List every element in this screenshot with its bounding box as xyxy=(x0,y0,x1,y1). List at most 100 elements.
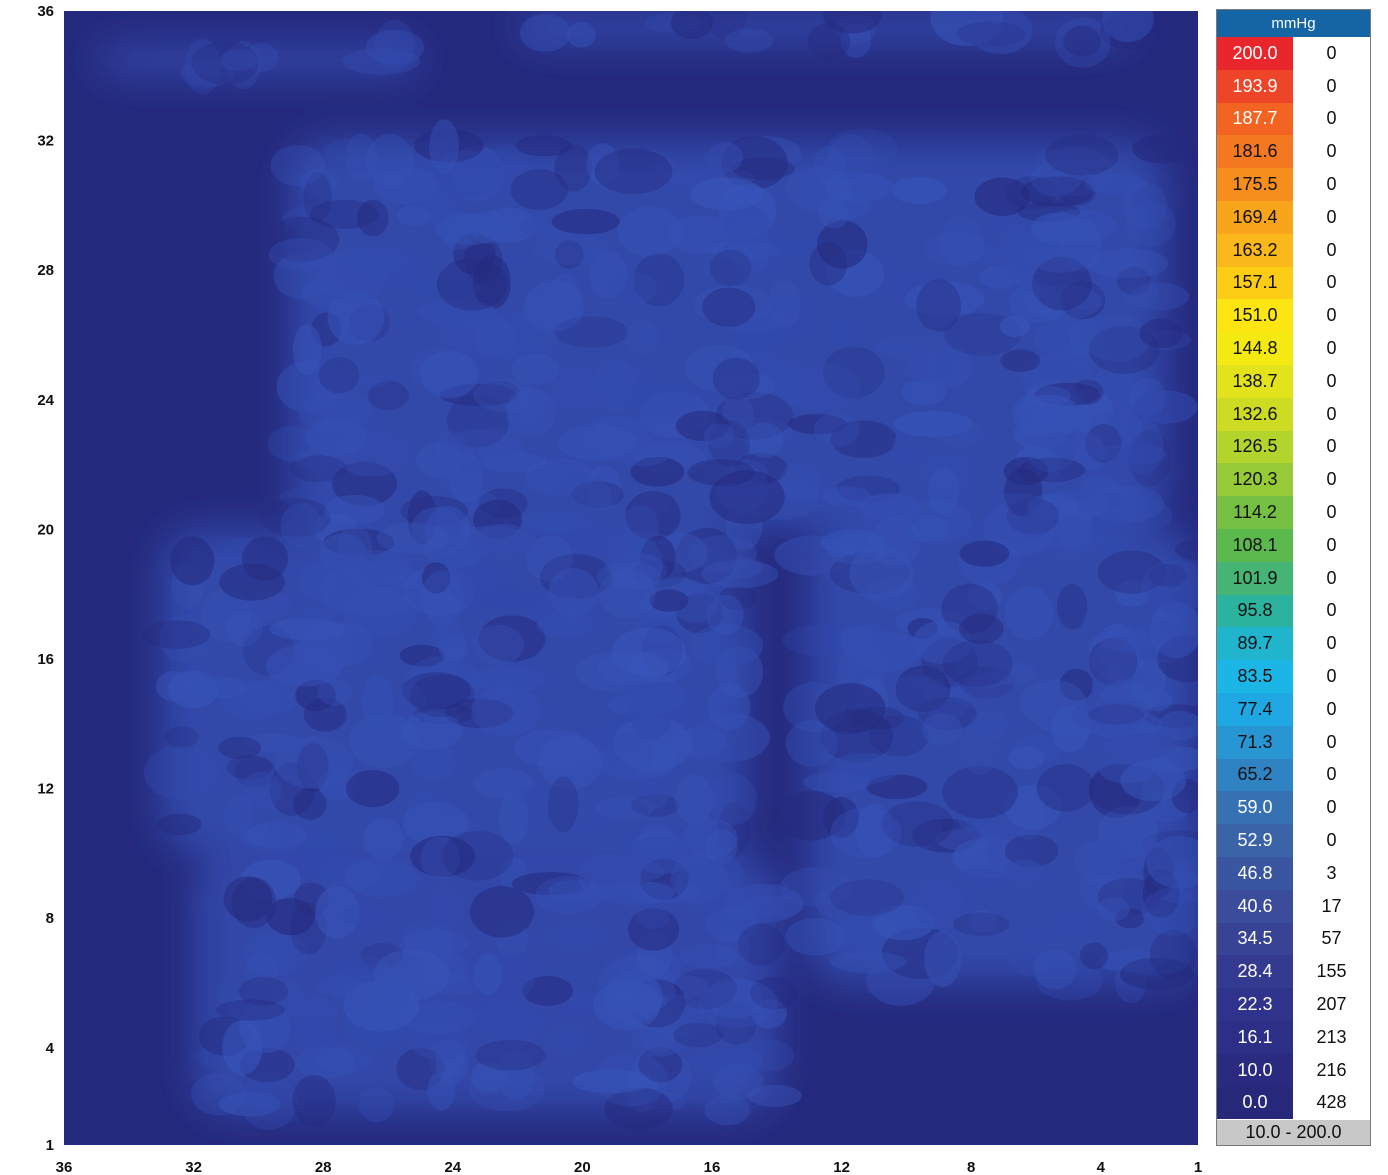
pressure-cell xyxy=(474,317,516,358)
pressure-cell xyxy=(497,1049,535,1101)
pressure-cell xyxy=(640,535,676,581)
pressure-cell xyxy=(295,997,339,1022)
pressure-cell xyxy=(1054,17,1111,68)
pressure-cell xyxy=(1086,485,1165,523)
pressure-cell xyxy=(1033,319,1096,359)
pressure-cell xyxy=(1119,957,1194,990)
pressure-cell xyxy=(469,886,534,938)
pressure-cell xyxy=(447,564,510,605)
pressure-cell xyxy=(399,644,446,667)
pressure-cell xyxy=(225,611,263,647)
pressure-cell xyxy=(274,736,354,789)
pressure-cell xyxy=(702,287,756,327)
x-tick-label: 24 xyxy=(444,1159,461,1175)
pressure-cell xyxy=(1045,134,1119,176)
pressure-cell xyxy=(471,624,525,666)
pressure-cell xyxy=(226,754,273,780)
pressure-cell xyxy=(974,177,1031,216)
pressure-cell xyxy=(410,835,475,877)
legend-value: 120.3 xyxy=(1217,463,1293,497)
pressure-cell xyxy=(689,624,764,667)
pressure-cell xyxy=(1091,670,1133,703)
pressure-cell xyxy=(817,220,868,269)
legend-count: 428 xyxy=(1293,1086,1370,1120)
pressure-cell xyxy=(611,627,686,677)
pressure-cell xyxy=(820,528,886,556)
pressure-cell xyxy=(981,493,1055,542)
pressure-cell xyxy=(968,11,1033,54)
pressure-cell xyxy=(320,566,375,614)
pressure-cell xyxy=(342,905,400,927)
pressure-cell xyxy=(243,679,298,715)
pressure-cell xyxy=(592,358,636,413)
pressure-cell xyxy=(895,665,951,713)
pressure-cell xyxy=(1089,409,1143,450)
pressure-cell xyxy=(701,560,779,589)
pressure-cell xyxy=(817,315,860,346)
pressure-cell xyxy=(265,644,343,687)
pressure-cell xyxy=(318,357,360,394)
pressure-cell xyxy=(1079,867,1124,912)
legend-value: 22.3 xyxy=(1217,988,1293,1021)
pressure-cell xyxy=(849,546,914,601)
pressure-cell xyxy=(1008,249,1055,289)
pressure-cell xyxy=(349,713,419,769)
pressure-cell xyxy=(546,1024,589,1055)
pressure-cell xyxy=(827,134,875,180)
legend-count: 0 xyxy=(1293,135,1370,169)
pressure-cell xyxy=(1010,734,1061,764)
pressure-cell xyxy=(470,147,503,197)
pressure-cell xyxy=(1149,602,1198,658)
pressure-cell xyxy=(809,242,848,286)
legend-value: 16.1 xyxy=(1217,1020,1293,1054)
pressure-cell xyxy=(363,817,404,860)
pressure-cell xyxy=(1079,942,1109,970)
legend-row: 126.5 0 xyxy=(1217,430,1370,464)
pressure-cell xyxy=(1011,274,1042,315)
color-legend: mmHg 200.0 0 193.9 0 187.7 0 181.6 0 175.5 0 169.4… xyxy=(1216,9,1371,1146)
pressure-cell xyxy=(967,708,1008,743)
legend-value: 157.1 xyxy=(1217,266,1293,300)
legend-count: 0 xyxy=(1293,430,1370,464)
x-tick-label: 36 xyxy=(56,1159,73,1175)
pressure-cell xyxy=(522,591,554,621)
pressure-cell xyxy=(1017,457,1086,483)
pressure-cell xyxy=(605,551,664,583)
legend-row: 193.9 0 xyxy=(1217,69,1370,103)
y-tick-label: 12 xyxy=(37,781,54,798)
pressure-cell xyxy=(1007,746,1045,770)
pressure-cell xyxy=(869,517,921,568)
pressure-cell xyxy=(536,610,593,639)
x-tick-label: 8 xyxy=(967,1159,975,1175)
legend-value: 187.7 xyxy=(1217,102,1293,136)
pressure-cell xyxy=(718,585,757,610)
legend-count: 0 xyxy=(1293,627,1370,661)
pressure-cell xyxy=(405,177,459,229)
pressure-cell xyxy=(709,556,764,579)
legend-row: 169.4 0 xyxy=(1217,200,1370,234)
pressure-cell xyxy=(958,812,1012,833)
pressure-cell xyxy=(1059,668,1094,701)
pressure-cell xyxy=(268,238,333,271)
pressure-cell xyxy=(686,1047,764,1075)
pressure-cell xyxy=(548,568,599,618)
pressure-cell xyxy=(958,614,1004,644)
pressure-cell xyxy=(785,917,846,956)
pressure-cell xyxy=(238,977,289,1006)
pressure-cell xyxy=(241,536,289,582)
pressure-cell xyxy=(580,415,649,460)
pressure-cell xyxy=(594,148,673,194)
pressure-cell xyxy=(703,423,735,449)
pressure-cell xyxy=(630,456,685,487)
pressure-cell xyxy=(1004,859,1046,888)
pressure-cell xyxy=(688,535,757,572)
pressure-cell xyxy=(516,386,547,424)
pressure-cell xyxy=(241,824,285,849)
pressure-cell xyxy=(822,346,885,399)
pressure-cell xyxy=(159,614,212,663)
pressure-cell xyxy=(198,643,232,682)
legend-value: 89.7 xyxy=(1217,627,1293,661)
legend-row: 83.5 0 xyxy=(1217,660,1370,693)
pressure-cell xyxy=(266,819,296,855)
pressure-cell xyxy=(514,339,581,371)
